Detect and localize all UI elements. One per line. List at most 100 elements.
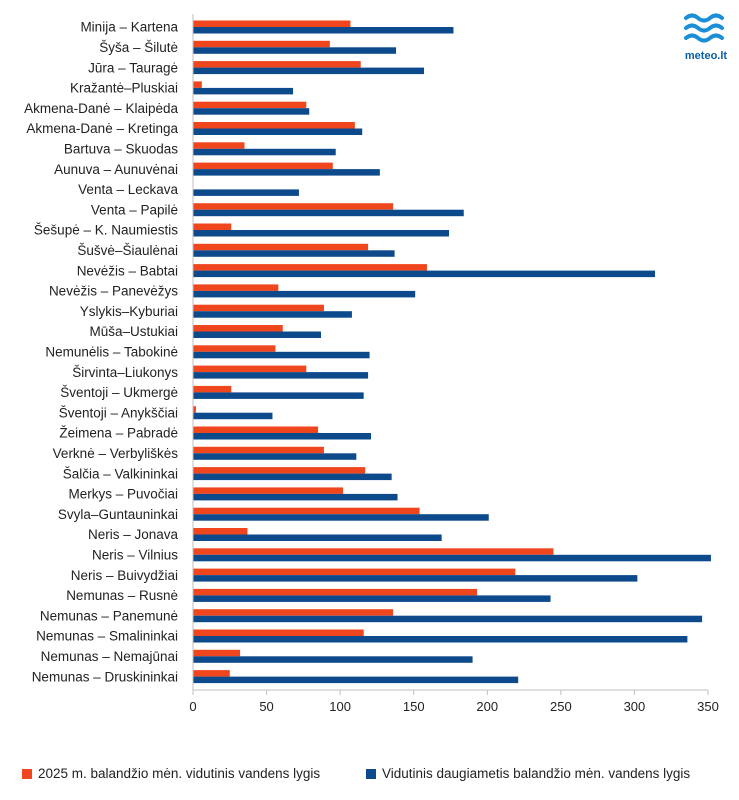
legend-label-2025: 2025 m. balandžio mėn. vidutinis vandens… [38, 766, 321, 781]
bar-2025 [193, 345, 276, 352]
bar-2025 [193, 365, 307, 373]
bar-2025 [193, 81, 202, 88]
bar-multiyear [193, 534, 442, 541]
category-label: Šventoji – Ukmergė [60, 385, 178, 400]
bar-2025 [193, 20, 351, 27]
category-label: Venta – Papilė [91, 202, 178, 217]
bar-multiyear [193, 615, 703, 623]
category-label: Aunuva – Aunuvėnai [54, 162, 178, 177]
bar-multiyear [193, 493, 398, 501]
category-label: Žeimena – Pabradė [59, 426, 178, 441]
waves-icon [684, 13, 724, 43]
bar-2025 [193, 203, 394, 210]
bar-multiyear [193, 636, 688, 643]
category-label: Nemunas – Druskininkai [32, 669, 178, 684]
category-label: Širvinta–Liukonys [72, 365, 178, 380]
bar-multiyear [193, 453, 357, 460]
bar-2025 [193, 385, 232, 393]
x-axis: 0 50 100 150 200 250 300 350 [189, 14, 719, 714]
x-tick-label: 50 [259, 699, 273, 714]
x-tick-label: 150 [403, 699, 425, 714]
category-label: Šalčia – Valkininkai [63, 466, 178, 481]
category-label: Neris – Jonava [88, 527, 179, 542]
bar-multiyear [193, 514, 489, 521]
bar-multiyear [193, 311, 352, 318]
bar-2025 [193, 40, 330, 48]
bar-multiyear [193, 209, 464, 217]
bar-2025 [193, 122, 355, 129]
category-label: Nemunas – Nemajūnai [41, 649, 178, 664]
bar-multiyear [193, 148, 336, 156]
bar-multiyear [193, 656, 473, 663]
bar-2025 [193, 548, 554, 555]
bar-2025 [193, 142, 245, 149]
bar-2025 [193, 406, 196, 413]
bar-multiyear [193, 554, 711, 562]
category-label: Šušvė–Šiaulėnai [77, 243, 178, 258]
category-label: Venta – Leckava [78, 182, 178, 197]
bar-multiyear [193, 595, 551, 602]
category-label: Akmena-Danė – Klaipėda [24, 101, 178, 116]
bar-2025 [193, 61, 361, 68]
bar-2025 [193, 264, 427, 271]
bar-multiyear [193, 433, 372, 440]
bar-multiyear [193, 250, 395, 257]
bar-2025 [193, 629, 364, 636]
bar-multiyear [193, 473, 392, 481]
bar-2025 [193, 568, 516, 576]
category-label: Nemunėlis – Tabokinė [45, 344, 178, 359]
bar-2025 [193, 446, 324, 454]
logo-text: meteo.lt [684, 50, 728, 62]
category-label: Kražantė–Pluskiai [70, 81, 178, 96]
category-label: Svyla–Guntauninkai [58, 507, 178, 522]
bar-2025 [193, 588, 477, 596]
bar-multiyear [193, 676, 519, 684]
legend-swatch-2025 [22, 768, 32, 779]
category-label: Nemunas – Panemunė [40, 608, 178, 623]
bar-multiyear [193, 169, 380, 176]
category-label: Bartuva – Skuodas [64, 141, 178, 156]
category-label: Šešupė – K. Naumiestis [34, 223, 178, 238]
bar-multiyear [193, 87, 294, 95]
bar-2025 [193, 162, 333, 170]
bar-2025 [193, 528, 248, 535]
bar-2025 [193, 670, 230, 677]
x-tick-label: 200 [476, 699, 498, 714]
category-label: Neris – Vilnius [92, 547, 178, 562]
category-label: Mūša–Ustukiai [89, 324, 178, 339]
category-label: Nemunas – Smalininkai [36, 629, 178, 644]
bar-multiyear [193, 290, 416, 298]
x-tick-label: 100 [329, 699, 351, 714]
x-tick-label: 0 [189, 699, 196, 714]
category-label: Nevėžis – Panevėžys [49, 284, 178, 299]
category-label: Verknė – Verbyliškės [53, 446, 179, 461]
bar-2025 [193, 223, 232, 230]
bar-2025 [193, 101, 307, 109]
bar-multiyear [193, 331, 322, 338]
bar-multiyear [193, 230, 450, 237]
x-tick-label: 250 [550, 699, 572, 714]
bar-multiyear [193, 67, 425, 75]
bar-multiyear [193, 351, 370, 359]
category-label: Neris – Buivydžiai [71, 568, 178, 583]
category-label: Jūra – Tauragė [88, 60, 178, 75]
bar-multiyear [193, 108, 310, 115]
legend-label-multiyear: Vidutinis daugiametis balandžio mėn. van… [382, 766, 691, 781]
x-tick-label: 300 [624, 699, 646, 714]
category-label: Šyša – Šilutė [99, 40, 178, 55]
bar-multiyear [193, 392, 364, 399]
legend-item-2025: 2025 m. balandžio mėn. vidutinis vandens… [22, 766, 320, 781]
bar-multiyear [193, 372, 369, 379]
bar-2025 [193, 487, 344, 494]
meteo-logo[interactable]: meteo.lt [680, 10, 732, 66]
category-label: Šventoji – Anykščiai [59, 405, 178, 420]
bar-multiyear [193, 412, 273, 420]
bar-2025 [193, 609, 394, 616]
legend-item-multiyear: Vidutinis daugiametis balandžio mėn. van… [366, 766, 690, 781]
category-label: Nevėžis – Babtai [77, 263, 178, 278]
category-label: Merkys – Puvočiai [68, 487, 178, 502]
bar-2025 [193, 426, 319, 433]
bar-2025 [193, 507, 420, 515]
bar-chart: Minija – Kartena Šyša – Šilutė Jūra – Taur… [24, 14, 719, 714]
bar-multiyear [193, 27, 454, 34]
